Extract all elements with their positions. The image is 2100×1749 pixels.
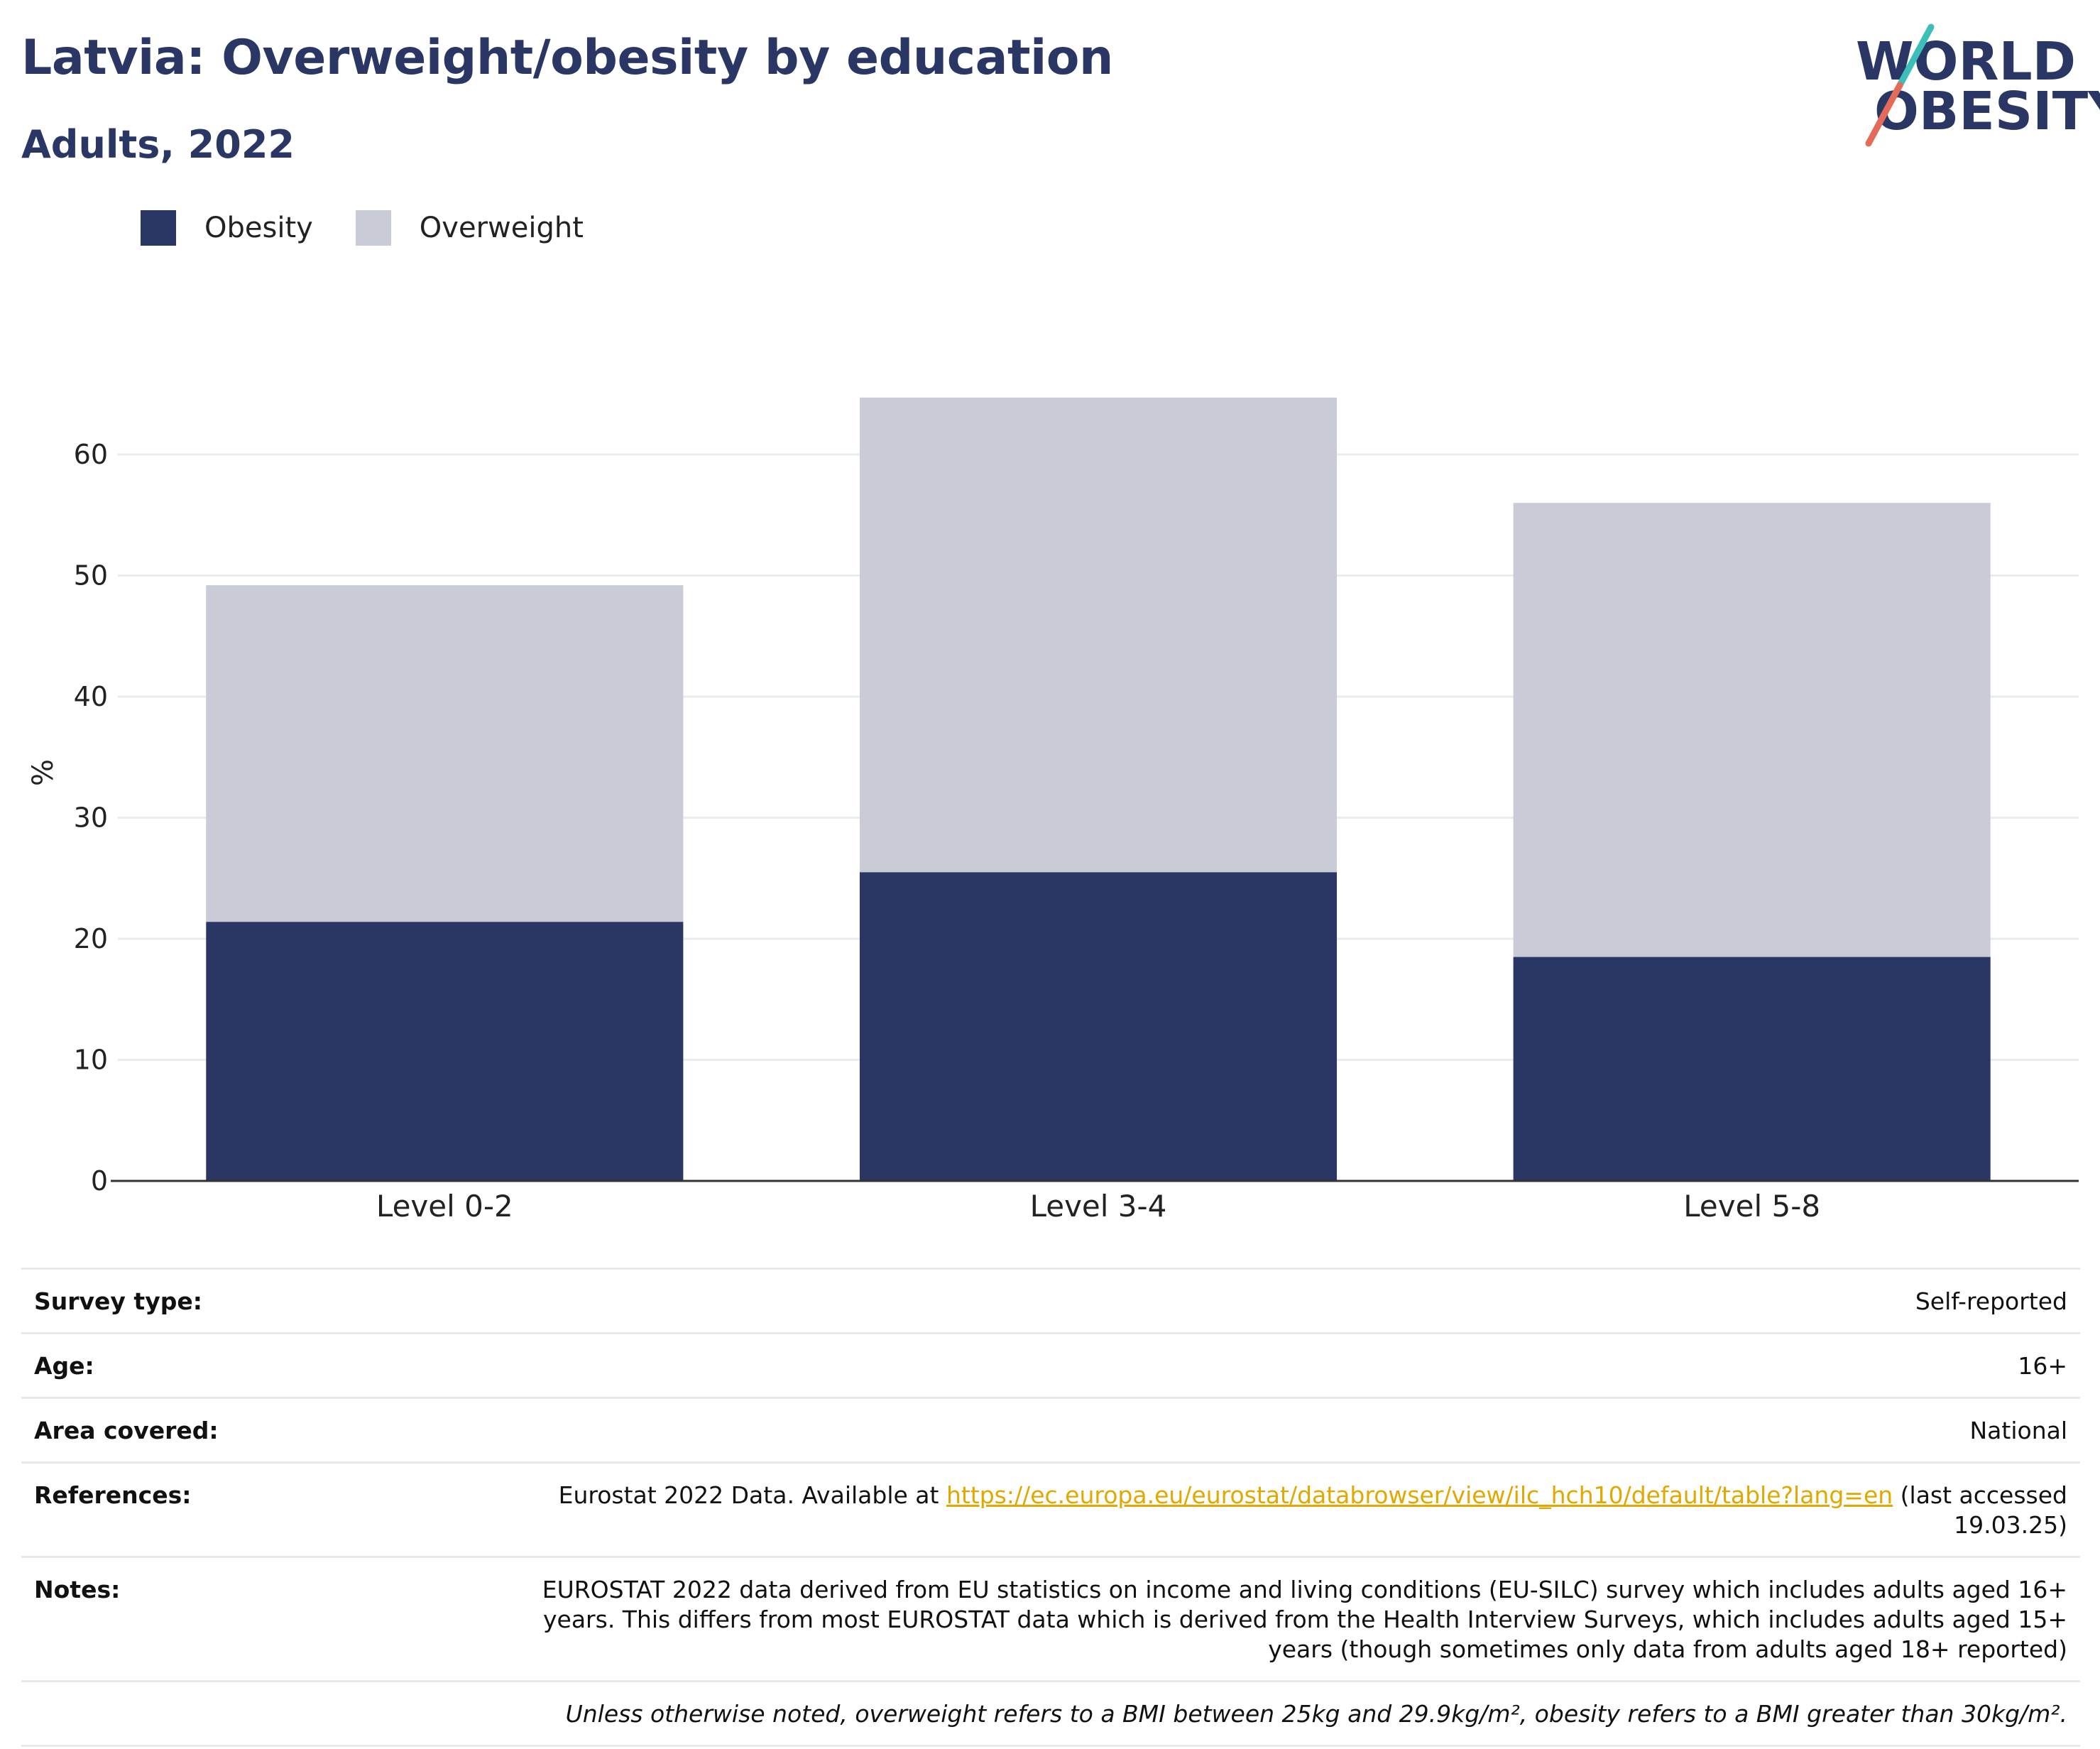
bar-overweight-2[interactable]: [859, 397, 1338, 873]
metadata-row-notes: Notes: EUROSTAT 2022 data derived from E…: [21, 1556, 2080, 1680]
age-label: Age:: [34, 1352, 94, 1380]
y-tick-label-50: 50: [74, 560, 108, 592]
metadata-row-survey-type: Survey type: Self-reported: [21, 1268, 2080, 1332]
logo-line-1: WORLD: [1856, 31, 2077, 92]
references-link[interactable]: https://ec.europa.eu/eurostat/databrowse…: [946, 1481, 1893, 1509]
notes-value: EUROSTAT 2022 data derived from EU stati…: [542, 1576, 2067, 1663]
y-tick-label-30: 30: [74, 802, 108, 834]
stacked-bar-chart: 0 10 20 30 40 50 60 Level 0-2 Level 3-4 Level 5-8…: [27, 397, 2079, 1224]
legend-label-obesity: Obesity: [204, 212, 313, 244]
references-value: Eurostat 2022 Data. Available at https:/…: [541, 1481, 2067, 1540]
logo-slash-bottom: [1865, 82, 1903, 147]
chart-title: Latvia: Overweight/obesity by education: [21, 30, 1113, 86]
y-tick-label-10: 10: [74, 1045, 108, 1076]
bmi-definition-footnote: Unless otherwise noted, overweight refer…: [21, 1680, 2080, 1747]
x-tick-label-2: Level 3-4: [1030, 1189, 1167, 1224]
chart-legend: Obesity Overweight: [141, 210, 626, 246]
metadata-row-area: Area covered: National: [21, 1397, 2080, 1461]
bar-overweight-1[interactable]: [206, 585, 684, 922]
bar-obesity-1[interactable]: [206, 922, 684, 1181]
legend-item-obesity[interactable]: Obesity: [141, 210, 313, 246]
legend-swatch-overweight: [355, 210, 391, 246]
y-tick-label-60: 60: [74, 439, 108, 470]
bar-overweight-3[interactable]: [1513, 503, 1991, 957]
metadata-row-references: References: Eurostat 2022 Data. Availabl…: [21, 1461, 2080, 1556]
y-axis-label: %: [27, 759, 60, 786]
metadata-table: Survey type: Self-reported Age: 16+ Area…: [21, 1268, 2080, 1747]
age-value: 16+: [2018, 1352, 2067, 1380]
notes-label: Notes:: [34, 1576, 121, 1603]
y-tick-label-40: 40: [74, 681, 108, 712]
world-obesity-logo: WORLD OBESITY: [1853, 20, 2100, 155]
legend-swatch-obesity: [141, 210, 176, 246]
survey-type-label: Survey type:: [34, 1287, 202, 1315]
references-suffix: (last accessed 19.03.25): [1893, 1481, 2067, 1539]
y-tick-label-0: 0: [91, 1165, 108, 1197]
survey-type-value: Self-reported: [1915, 1287, 2067, 1315]
legend-item-overweight[interactable]: Overweight: [355, 210, 584, 246]
chart-subtitle: Adults, 2022: [21, 122, 295, 167]
references-prefix: Eurostat 2022 Data. Available at: [558, 1481, 946, 1509]
logo-line-2: OBESITY: [1874, 81, 2100, 142]
legend-label-overweight: Overweight: [419, 212, 584, 244]
bar-obesity-3[interactable]: [1513, 957, 1991, 1181]
bars: [206, 397, 1991, 1181]
x-tick-label-3: Level 5-8: [1683, 1189, 1820, 1224]
references-label: References:: [34, 1481, 192, 1509]
x-tick-label-1: Level 0-2: [376, 1189, 513, 1224]
area-value: National: [1969, 1417, 2067, 1444]
metadata-row-age: Age: 16+: [21, 1332, 2080, 1397]
logo-slash-icon: [1865, 23, 1935, 147]
logo-slash-top: [1896, 23, 1935, 89]
axes: 0 10 20 30 40 50 60 Level 0-2 Level 3-4 Level 5-8: [74, 439, 2079, 1224]
area-label: Area covered:: [34, 1417, 219, 1444]
bar-obesity-2[interactable]: [859, 872, 1338, 1181]
y-tick-label-20: 20: [74, 923, 108, 954]
